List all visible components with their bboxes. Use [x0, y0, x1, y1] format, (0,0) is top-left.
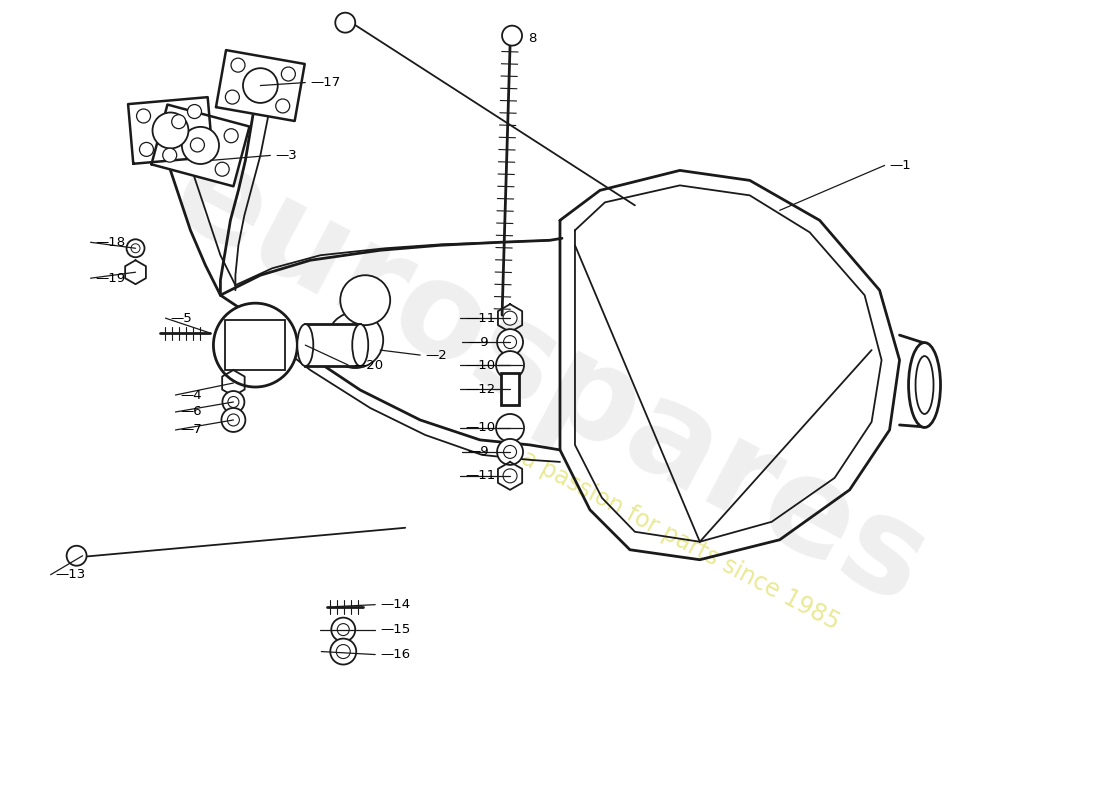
- Circle shape: [497, 439, 522, 465]
- Circle shape: [222, 391, 244, 413]
- Circle shape: [228, 414, 240, 426]
- Text: —15: —15: [381, 623, 410, 636]
- Text: —3: —3: [275, 149, 297, 162]
- Circle shape: [497, 329, 522, 355]
- Text: —14: —14: [381, 598, 410, 611]
- Circle shape: [153, 113, 188, 149]
- Circle shape: [213, 303, 297, 387]
- Text: —17: —17: [310, 76, 341, 89]
- Circle shape: [221, 408, 245, 432]
- Circle shape: [340, 275, 390, 325]
- Ellipse shape: [297, 324, 313, 366]
- Circle shape: [504, 446, 517, 458]
- Text: —20: —20: [353, 358, 384, 371]
- Circle shape: [282, 67, 296, 81]
- Bar: [306, 324, 360, 366]
- Text: —16: —16: [381, 648, 410, 661]
- Polygon shape: [128, 97, 213, 164]
- Circle shape: [131, 244, 140, 253]
- Circle shape: [330, 638, 356, 665]
- Circle shape: [187, 105, 201, 118]
- Circle shape: [243, 68, 277, 103]
- Ellipse shape: [915, 356, 934, 414]
- Circle shape: [231, 58, 245, 72]
- Circle shape: [140, 142, 154, 156]
- Circle shape: [338, 624, 350, 635]
- Circle shape: [503, 311, 517, 325]
- Ellipse shape: [352, 324, 368, 366]
- Text: —6: —6: [180, 406, 202, 418]
- Circle shape: [126, 239, 144, 258]
- Circle shape: [496, 351, 524, 379]
- Text: —18: —18: [96, 236, 125, 249]
- Polygon shape: [560, 170, 900, 560]
- Text: —10: —10: [465, 422, 495, 434]
- Polygon shape: [152, 105, 250, 186]
- Text: —7: —7: [180, 423, 202, 437]
- Text: —1: —1: [890, 159, 911, 172]
- Text: —19: —19: [96, 272, 125, 285]
- Text: —4: —4: [180, 389, 202, 402]
- Text: —13: —13: [56, 568, 86, 581]
- Text: —9: —9: [468, 336, 488, 349]
- Circle shape: [328, 312, 383, 368]
- Text: 8: 8: [528, 32, 537, 45]
- Ellipse shape: [909, 342, 940, 427]
- Circle shape: [336, 13, 355, 33]
- Text: —2: —2: [426, 349, 447, 362]
- Circle shape: [331, 618, 355, 642]
- Text: a passion for parts since 1985: a passion for parts since 1985: [517, 446, 843, 634]
- Text: —10: —10: [465, 358, 495, 371]
- Circle shape: [337, 645, 350, 658]
- Circle shape: [228, 397, 239, 407]
- Text: eurospares: eurospares: [152, 128, 948, 632]
- Bar: [502, 373, 519, 405]
- Circle shape: [182, 127, 219, 164]
- Polygon shape: [216, 50, 305, 121]
- Bar: [226, 320, 285, 370]
- Circle shape: [504, 336, 517, 349]
- Text: —12: —12: [465, 382, 495, 395]
- Text: —9: —9: [468, 446, 488, 458]
- Circle shape: [67, 546, 87, 566]
- Circle shape: [226, 90, 240, 104]
- Circle shape: [136, 109, 151, 123]
- Circle shape: [496, 414, 524, 442]
- Circle shape: [163, 148, 177, 162]
- Text: —11: —11: [465, 470, 495, 482]
- Circle shape: [503, 469, 517, 483]
- Circle shape: [216, 162, 229, 176]
- Circle shape: [224, 129, 239, 142]
- Text: —11: —11: [465, 312, 495, 325]
- Circle shape: [190, 138, 205, 152]
- Circle shape: [172, 114, 186, 129]
- Circle shape: [276, 99, 289, 113]
- Circle shape: [502, 26, 522, 46]
- Text: —5: —5: [170, 312, 192, 325]
